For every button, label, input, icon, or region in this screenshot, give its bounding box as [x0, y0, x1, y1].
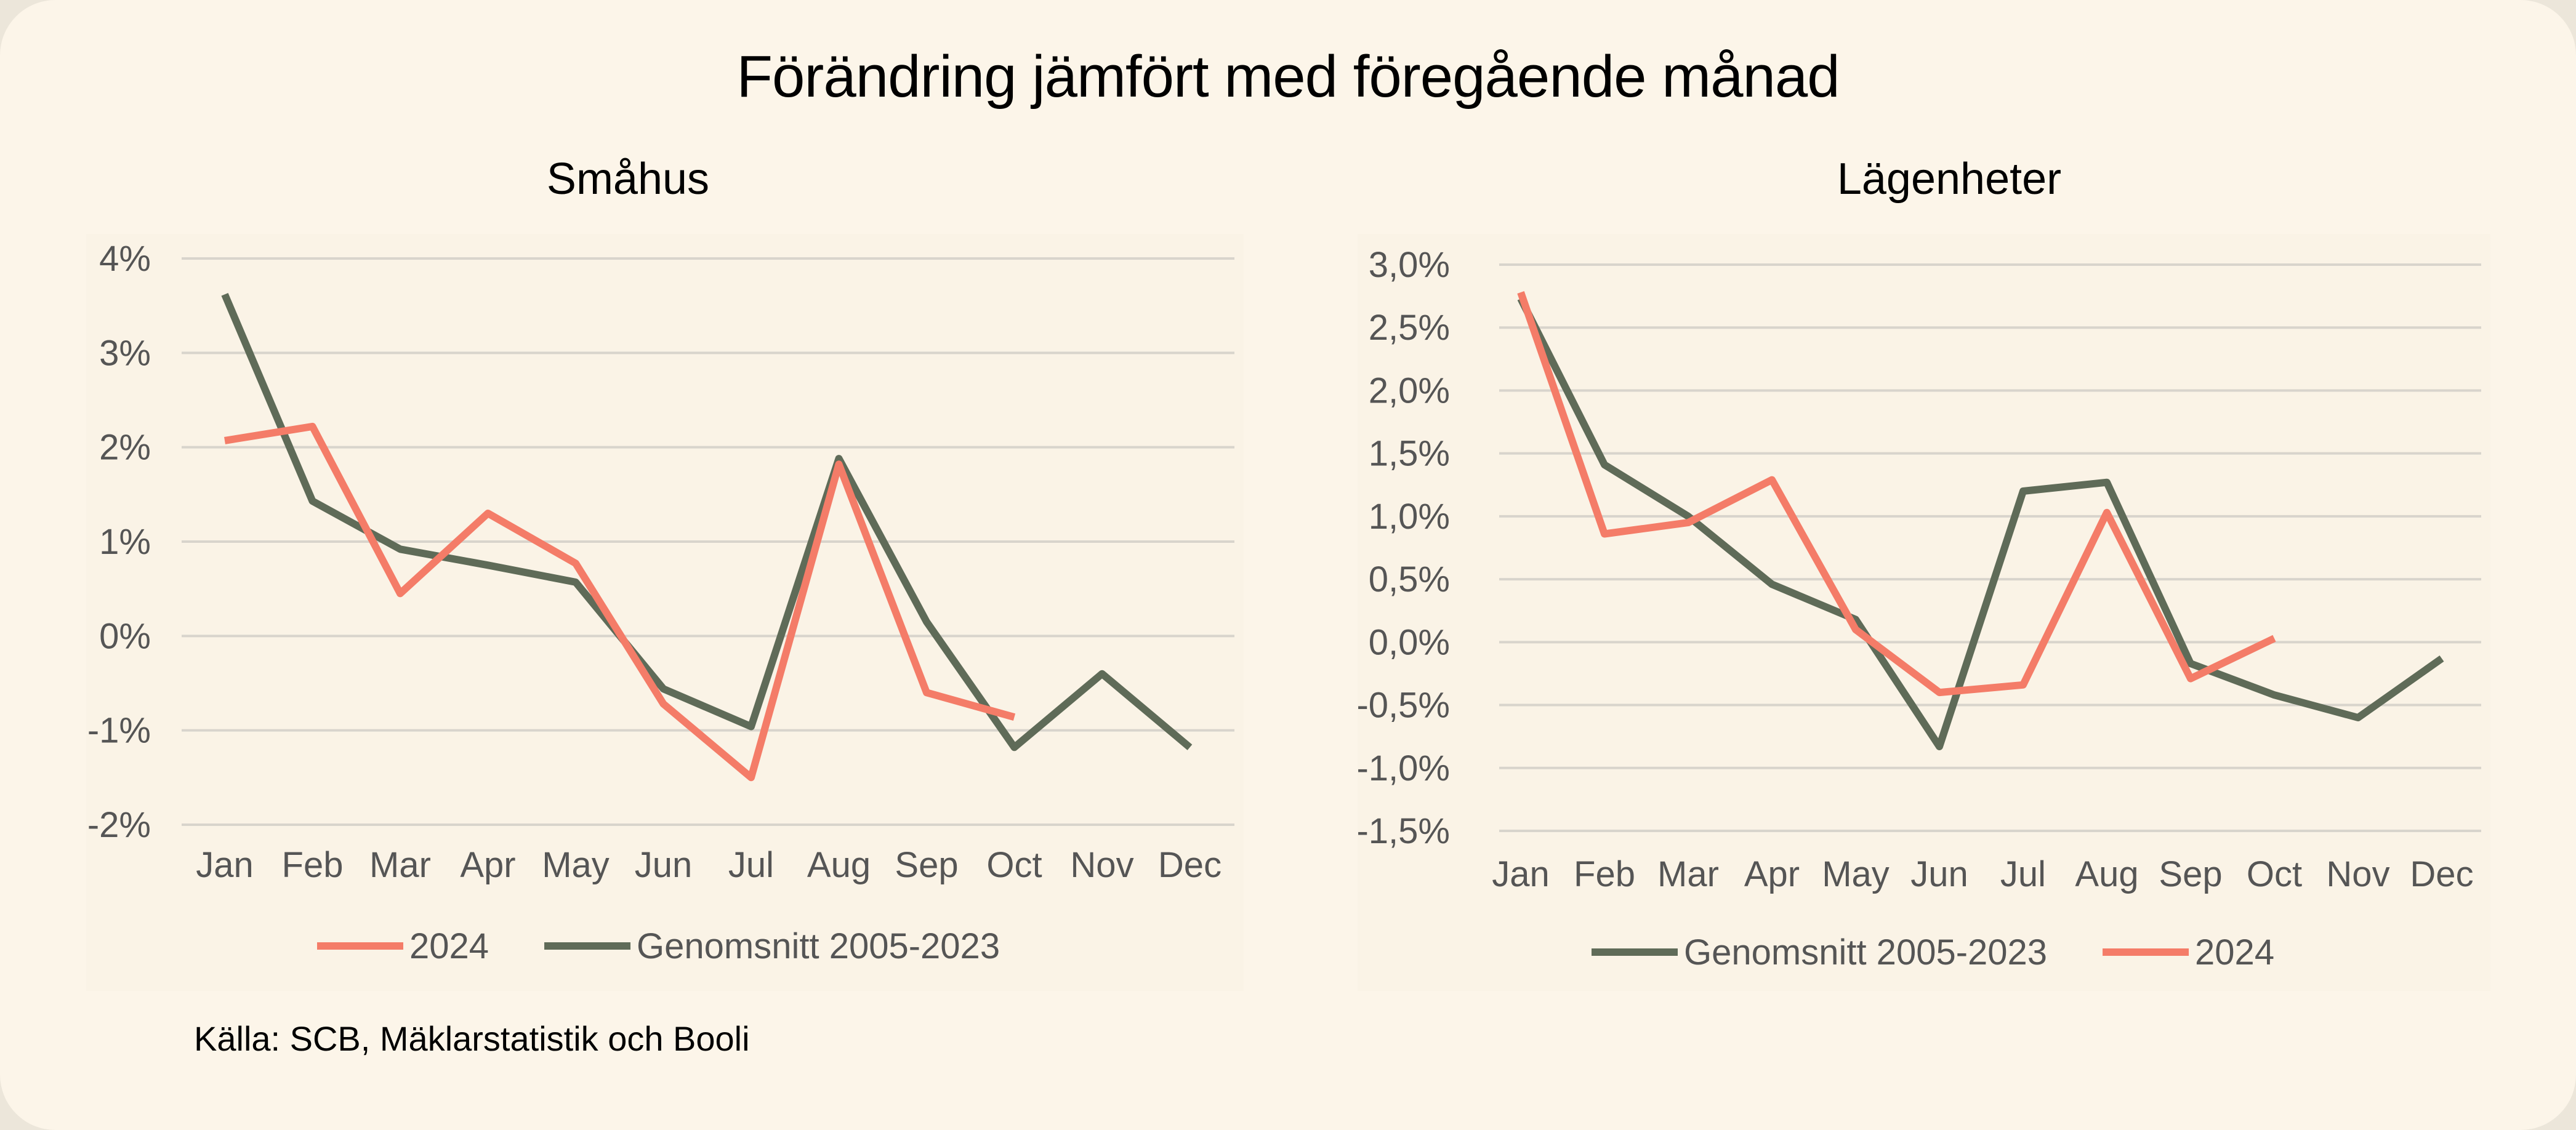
- series-line-genomsnitt-2005-2023: [221, 292, 1193, 751]
- x-tick-label: Feb: [282, 845, 344, 885]
- x-tick-label: Apr: [1744, 854, 1800, 894]
- x-tick-label: Jan: [196, 845, 254, 885]
- y-tick-label: -1,5%: [1356, 811, 1450, 851]
- x-tick-label: Dec: [2410, 854, 2473, 894]
- x-tick-label: Jan: [1492, 854, 1550, 894]
- plot-area-0: [86, 234, 1244, 991]
- y-tick-label: 1%: [99, 522, 151, 562]
- x-tick-label: Nov: [1070, 845, 1133, 885]
- legend-label: 2024: [2195, 932, 2274, 972]
- panel-title-smahus: Småhus: [546, 154, 710, 204]
- y-tick-label: 0%: [99, 616, 151, 656]
- series-line-2024: [224, 422, 1016, 782]
- y-tick-label: 0,5%: [1369, 559, 1450, 599]
- y-tick-label: -2%: [87, 805, 151, 845]
- x-tick-label: Feb: [1574, 854, 1635, 894]
- y-tick-label: 2%: [99, 428, 151, 468]
- source-note: Källa: SCB, Mäklarstatistik och Booli: [194, 1019, 750, 1058]
- x-tick-label: Oct: [2247, 854, 2302, 894]
- y-tick-label: 1,5%: [1369, 434, 1450, 474]
- series-line-2024: [1517, 291, 2276, 697]
- x-tick-label: Aug: [2075, 854, 2138, 894]
- main-title: Förändring jämfört med föregående månad: [736, 44, 1840, 110]
- x-tick-label: Mar: [369, 845, 431, 885]
- y-tick-label: 4%: [99, 239, 151, 279]
- y-tick-label: -1,0%: [1356, 748, 1450, 788]
- x-tick-label: May: [542, 845, 610, 885]
- legend-label: Genomsnitt 2005-2023: [637, 926, 1000, 966]
- y-tick-label: 3,0%: [1369, 245, 1450, 285]
- x-tick-label: Sep: [2159, 854, 2222, 894]
- legend-label: 2024: [409, 926, 489, 966]
- y-tick-label: 2,5%: [1369, 308, 1450, 348]
- x-tick-label: Dec: [1158, 845, 1222, 885]
- y-tick-label: -1%: [87, 711, 151, 751]
- x-tick-label: Nov: [2326, 854, 2389, 894]
- y-tick-label: 3%: [99, 333, 151, 373]
- x-tick-label: Sep: [895, 845, 958, 885]
- x-tick-label: Jun: [1910, 854, 1968, 894]
- legend-label: Genomsnitt 2005-2023: [1684, 932, 2047, 972]
- x-tick-label: Jul: [728, 845, 774, 885]
- x-tick-label: Oct: [986, 845, 1042, 885]
- y-tick-label: 0,0%: [1369, 622, 1450, 662]
- x-tick-label: May: [1822, 854, 1890, 894]
- x-tick-label: Jul: [2000, 854, 2046, 894]
- series-line-genomsnitt-2005-2023: [1517, 297, 2444, 750]
- panel-title-lagenheter: Lägenheter: [1837, 154, 2062, 204]
- y-tick-label: 1,0%: [1369, 497, 1450, 537]
- y-tick-label: 2,0%: [1369, 371, 1450, 411]
- x-tick-label: Aug: [807, 845, 871, 885]
- x-tick-label: Apr: [460, 845, 515, 885]
- y-tick-label: -0,5%: [1356, 686, 1450, 726]
- x-tick-label: Mar: [1657, 854, 1719, 894]
- x-tick-label: Jun: [635, 845, 693, 885]
